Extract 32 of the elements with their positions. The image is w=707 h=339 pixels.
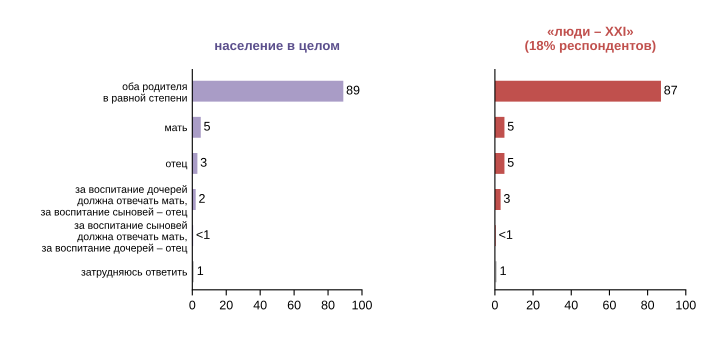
x-tick-label: 0 bbox=[189, 300, 196, 310]
y-tick-label: за воспитание сыновей должна отвечать мать, за воспитание дочерей – отец bbox=[42, 221, 188, 254]
x-tick-label: 20 bbox=[220, 300, 233, 310]
x-tick-label: 0 bbox=[492, 300, 498, 310]
y-tick-label: отец bbox=[166, 162, 188, 170]
x-tick-label: 60 bbox=[603, 300, 616, 310]
data-label: 3 bbox=[200, 158, 207, 167]
data-label: 3 bbox=[504, 194, 510, 203]
chart-title: «люди – XXI» (18% респондентов) bbox=[525, 26, 656, 53]
x-tick-label: 40 bbox=[254, 300, 267, 310]
data-label: 5 bbox=[508, 158, 514, 167]
x-tick-label: 60 bbox=[288, 300, 301, 310]
data-label: 5 bbox=[508, 122, 514, 131]
x-tick-label: 40 bbox=[564, 300, 578, 310]
y-tick-label: мать bbox=[165, 125, 188, 132]
y-tick-label: затрудняюсь ответить bbox=[81, 270, 188, 278]
y-tick-label: за воспитание дочерей должна отвечать мать, за воспитание сыновей – отец bbox=[40, 185, 188, 218]
chart-title: население в целом bbox=[215, 42, 340, 53]
data-label: 87 bbox=[664, 86, 678, 95]
data-label: 1 bbox=[198, 266, 204, 276]
x-tick-label: 100 bbox=[352, 300, 372, 310]
data-label: 2 bbox=[199, 194, 205, 203]
data-label: 5 bbox=[204, 122, 210, 131]
x-tick-label: 20 bbox=[526, 300, 540, 310]
x-tick-label: 80 bbox=[641, 300, 654, 310]
x-tick-label: 80 bbox=[322, 300, 335, 310]
data-label: <1 bbox=[499, 230, 512, 239]
y-tick-label: оба родителя в равной степени bbox=[104, 82, 187, 104]
data-label: 1 bbox=[500, 266, 506, 276]
x-tick-label: 100 bbox=[676, 300, 696, 310]
data-label: 89 bbox=[346, 86, 360, 95]
data-label: <1 bbox=[196, 230, 210, 239]
